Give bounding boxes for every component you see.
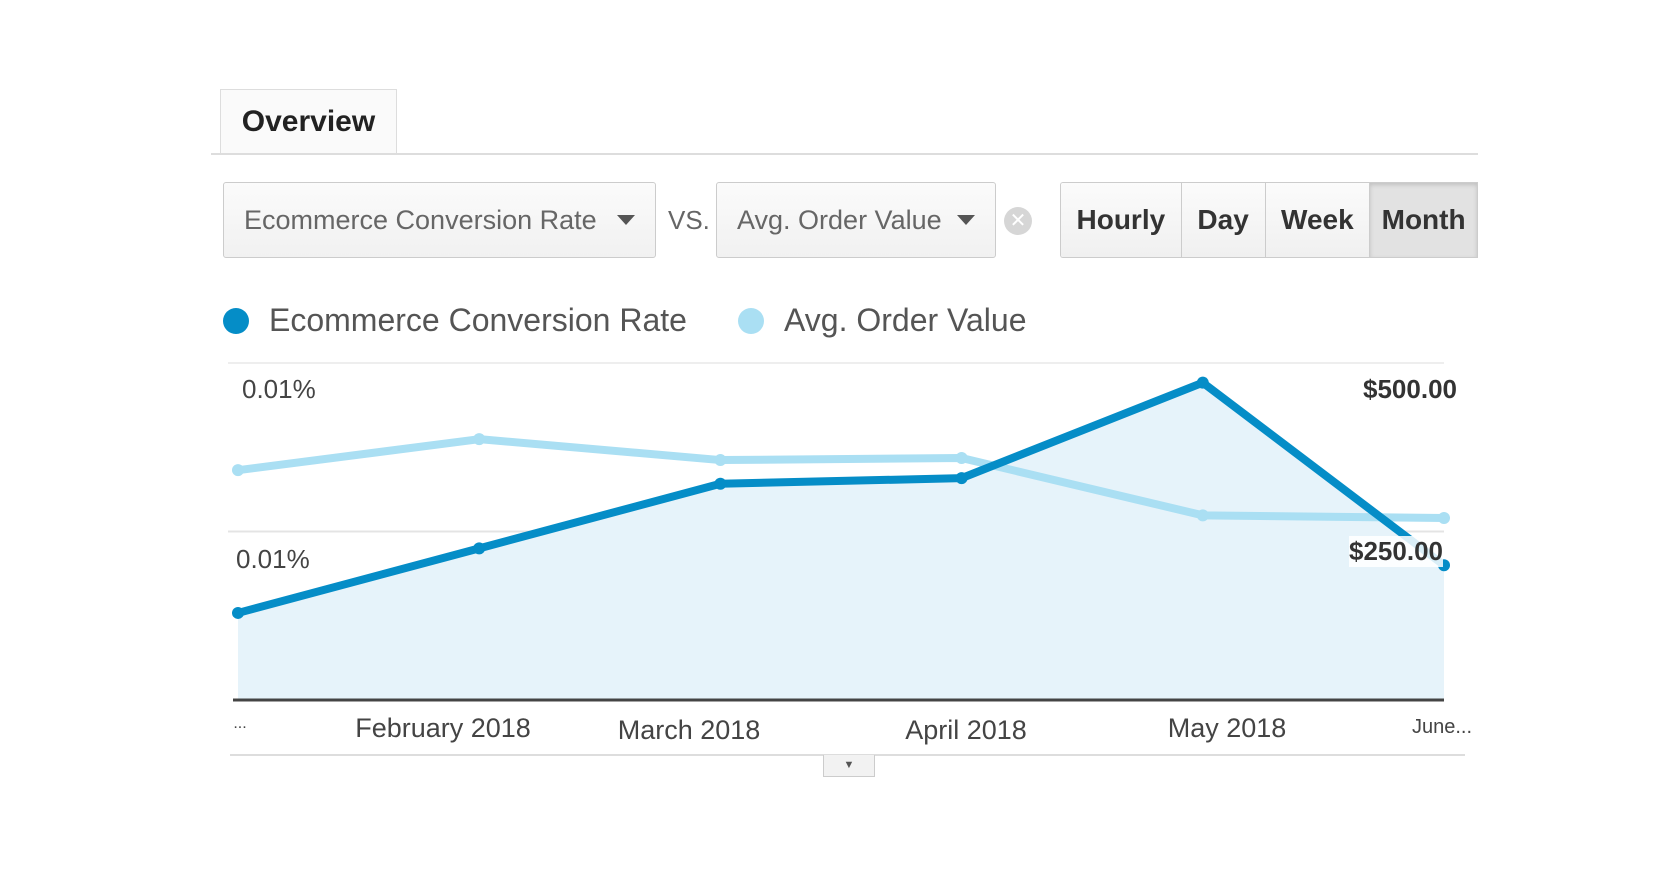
data-point bbox=[232, 606, 244, 619]
data-point bbox=[1438, 512, 1450, 525]
series-dot-icon bbox=[738, 307, 764, 334]
series-line bbox=[237, 435, 1445, 523]
data-point bbox=[955, 472, 968, 485]
week-button[interactable]: Week bbox=[1265, 183, 1371, 257]
chevron-down-icon bbox=[617, 215, 635, 225]
data-point bbox=[714, 477, 727, 490]
data-point bbox=[1196, 509, 1209, 522]
series-area bbox=[238, 382, 1444, 700]
data-point bbox=[232, 464, 244, 477]
x-axis-tick: April 2018 bbox=[905, 715, 1027, 745]
metric2-dropdown[interactable]: Avg. Order Value bbox=[716, 182, 996, 258]
data-point bbox=[955, 452, 968, 465]
left-axis-tick: 0.01% bbox=[242, 374, 316, 404]
legend-item-avg-order-value: Avg. Order Value bbox=[738, 302, 1027, 339]
granularity-buttons: Hourly Day Week Month bbox=[1060, 182, 1478, 258]
series-line bbox=[236, 378, 1447, 617]
data-point bbox=[473, 542, 486, 555]
x-axis-tick: May 2018 bbox=[1167, 713, 1287, 743]
legend-label: Avg. Order Value bbox=[784, 302, 1027, 338]
metric1-value: Ecommerce Conversion Rate bbox=[244, 204, 597, 235]
close-circle-icon[interactable]: ✕ bbox=[1004, 207, 1032, 235]
right-axis-tick: $250.00 bbox=[1349, 536, 1443, 567]
series-dot-icon bbox=[223, 307, 249, 334]
x-axis-tick: June... bbox=[1411, 716, 1473, 738]
day-button[interactable]: Day bbox=[1181, 183, 1266, 257]
legend-label: Ecommerce Conversion Rate bbox=[269, 302, 687, 338]
x-axis-tick: March 2018 bbox=[617, 715, 761, 745]
caret-down-icon[interactable]: ▼ bbox=[823, 755, 875, 777]
x-axis-tick: ... bbox=[233, 715, 247, 732]
data-point bbox=[714, 454, 727, 467]
chevron-down-icon bbox=[957, 215, 975, 225]
legend-item-conversion-rate: Ecommerce Conversion Rate bbox=[223, 302, 687, 339]
right-axis-tick: $500.00 bbox=[1363, 374, 1457, 405]
vs-label: VS. bbox=[668, 205, 710, 235]
metric1-dropdown[interactable]: Ecommerce Conversion Rate bbox=[223, 182, 656, 258]
month-button[interactable]: Month bbox=[1370, 183, 1478, 257]
data-point bbox=[473, 433, 486, 446]
tab-divider bbox=[211, 153, 1478, 155]
hourly-button[interactable]: Hourly bbox=[1061, 183, 1182, 257]
tab-overview[interactable]: Overview bbox=[220, 89, 397, 153]
left-axis-tick: 0.01% bbox=[236, 544, 310, 574]
x-axis-tick: February 2018 bbox=[355, 713, 531, 743]
data-point bbox=[1196, 376, 1209, 389]
metric2-value: Avg. Order Value bbox=[737, 204, 942, 235]
